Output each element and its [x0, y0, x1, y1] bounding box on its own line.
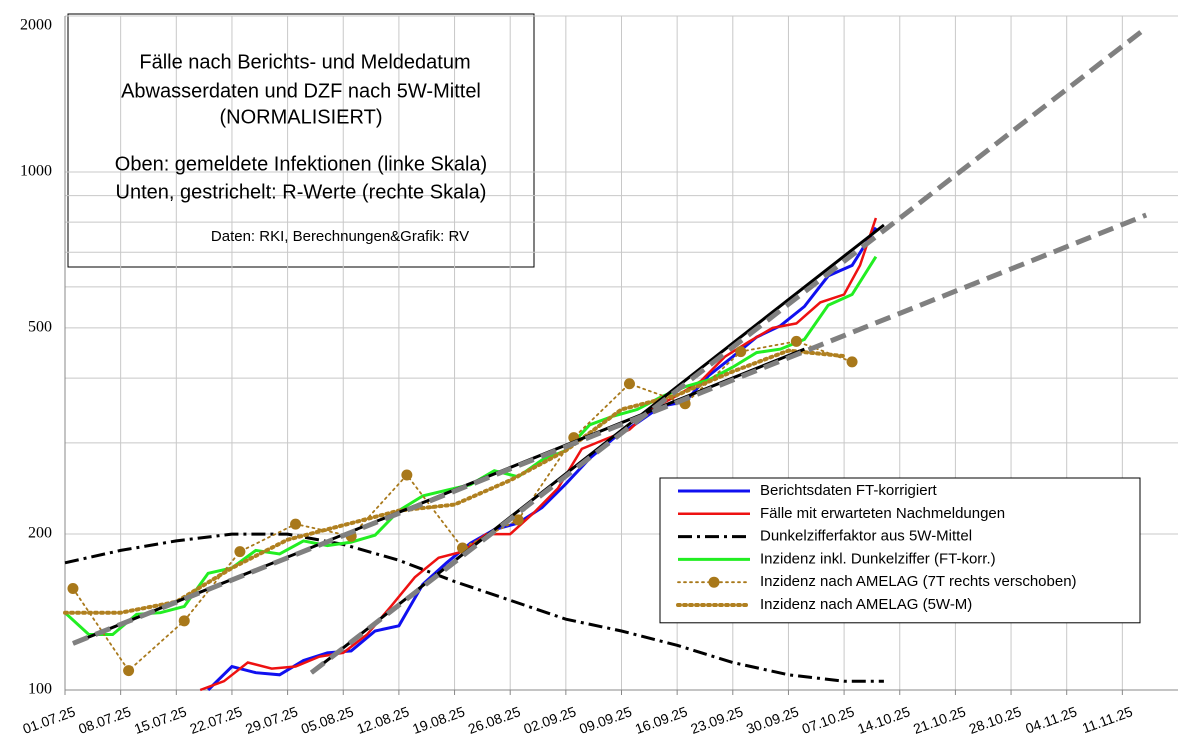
marker: [290, 518, 302, 530]
x-tick-label: 11.11.25: [1080, 703, 1135, 736]
legend-label: Dunkelzifferfaktor aus 5W-Mittel: [760, 528, 972, 545]
marker: [846, 356, 858, 368]
y-tick-label: 100: [28, 681, 52, 698]
y-tick-label: 2000: [20, 17, 52, 34]
source-note: Daten: RKI, Berechnungen&Grafik: RV: [211, 228, 469, 245]
x-tick-label: 30.09.25: [744, 703, 801, 737]
line-series: [199, 217, 878, 692]
marker: [234, 546, 246, 558]
x-tick-label: 12.08.25: [355, 703, 412, 737]
marker: [123, 665, 135, 677]
y-tick-label: 500: [28, 319, 52, 336]
line-series: [63, 348, 847, 615]
x-tick-label: 04.11.25: [1023, 703, 1079, 736]
annotation: Oben: gemeldete Infektionen (linke Skala…: [115, 153, 487, 175]
legend-box: [659, 477, 1141, 624]
annotation: Unten, gestrichelt: R-Werte (rechte Skal…: [116, 181, 487, 203]
x-tick-label: 02.09.25: [521, 703, 578, 737]
x-tick-label: 05.08.25: [299, 703, 356, 737]
marker: [401, 469, 413, 481]
marker: [67, 583, 79, 595]
x-tick-label: 29.07.25: [243, 703, 300, 737]
line-series: [72, 340, 853, 672]
chart-subtitle: (NORMALISIERT): [220, 106, 383, 128]
legend-label: Fälle mit erwarteten Nachmeldungen: [760, 505, 1005, 522]
line-series: [72, 212, 1148, 646]
x-tick-label: 16.09.25: [633, 703, 690, 737]
x-tick-label: 07.10.25: [800, 703, 857, 737]
y-tick-label: 1000: [20, 163, 52, 180]
x-tick-label: 14.10.25: [855, 703, 912, 737]
legend-label: Inzidenz inkl. Dunkelziffer (FT-korr.): [760, 550, 996, 567]
y-tick-label: 200: [28, 525, 52, 542]
chart-subtitle: Abwasserdaten und DZF nach 5W-Mittel: [121, 80, 481, 102]
x-tick-label: 26.08.25: [466, 703, 523, 737]
x-tick-label: 15.07.25: [132, 703, 189, 737]
legend-label: Inzidenz nach AMELAG (5W-M): [760, 596, 972, 613]
marker: [178, 615, 190, 627]
chart-title: Fälle nach Berichts- und Meldedatum: [139, 51, 470, 73]
x-tick-label: 09.09.25: [577, 703, 634, 737]
x-tick-label: 23.09.25: [688, 703, 745, 737]
legend-label: Berichtsdaten FT-korrigiert: [760, 482, 938, 499]
line-series: [309, 25, 1148, 675]
x-tick-label: 22.07.25: [188, 703, 245, 737]
marker: [735, 346, 747, 358]
title-box: [67, 13, 535, 268]
marker: [790, 335, 802, 347]
marker: [512, 514, 524, 526]
line-series: [64, 532, 884, 683]
legend: Berichtsdaten FT-korrigiert Fälle mit erw…: [659, 477, 1141, 624]
x-tick-label: 01.07.25: [21, 703, 78, 737]
legend-marker: [708, 576, 720, 588]
x-tick-label: 08.07.25: [76, 703, 133, 737]
marker: [623, 378, 635, 390]
legend-label: Inzidenz nach AMELAG (7T rechts verschob…: [760, 573, 1077, 590]
x-tick-label: 19.08.25: [410, 703, 467, 737]
x-tick-label: 28.10.25: [967, 703, 1024, 737]
x-tick-label: 21.10.25: [911, 703, 968, 737]
